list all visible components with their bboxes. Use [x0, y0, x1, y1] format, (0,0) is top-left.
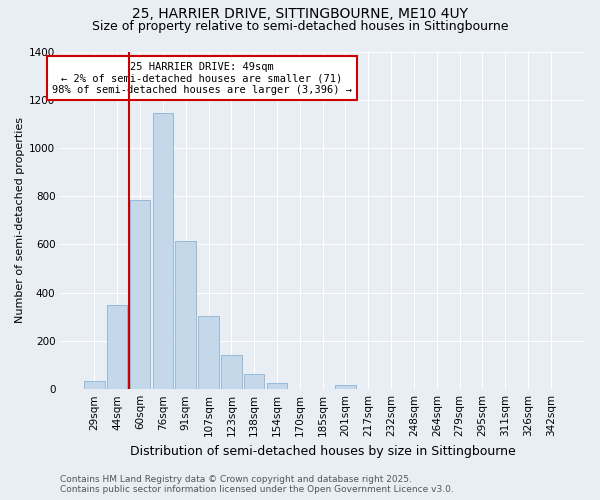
Bar	[198, 316, 219, 389]
Text: Contains HM Land Registry data © Crown copyright and database right 2025.
Contai: Contains HM Land Registry data © Crown c…	[60, 474, 454, 494]
Bar	[244, 374, 265, 389]
Y-axis label: Number of semi-detached properties: Number of semi-detached properties	[15, 118, 25, 324]
Bar	[130, 200, 151, 389]
Bar	[335, 385, 356, 389]
Text: 25 HARRIER DRIVE: 49sqm
← 2% of semi-detached houses are smaller (71)
98% of sem: 25 HARRIER DRIVE: 49sqm ← 2% of semi-det…	[52, 62, 352, 95]
Bar	[152, 113, 173, 389]
Text: Size of property relative to semi-detached houses in Sittingbourne: Size of property relative to semi-detach…	[92, 20, 508, 33]
Bar	[221, 356, 242, 389]
Bar	[84, 380, 104, 389]
Bar	[175, 241, 196, 389]
Bar	[107, 305, 127, 389]
Bar	[267, 383, 287, 389]
X-axis label: Distribution of semi-detached houses by size in Sittingbourne: Distribution of semi-detached houses by …	[130, 444, 515, 458]
Text: 25, HARRIER DRIVE, SITTINGBOURNE, ME10 4UY: 25, HARRIER DRIVE, SITTINGBOURNE, ME10 4…	[132, 8, 468, 22]
